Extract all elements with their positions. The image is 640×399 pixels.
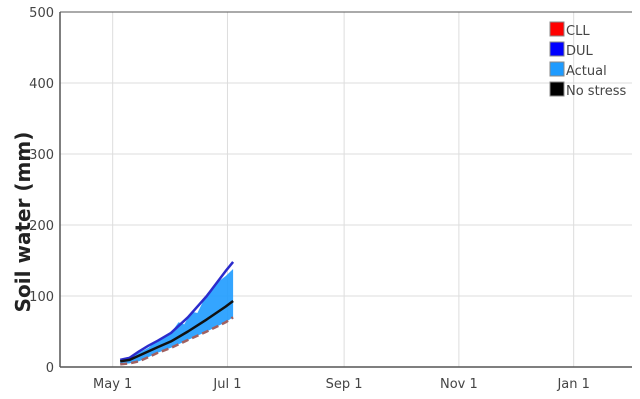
legend[interactable]: CLL DUL Actual No stress xyxy=(549,21,627,99)
legend-label: DUL xyxy=(566,44,594,59)
legend-label: No stress xyxy=(566,84,627,99)
axes xyxy=(59,11,632,368)
legend-item[interactable]: Actual xyxy=(549,61,607,79)
x-tick-label: May 1 xyxy=(93,377,132,392)
x-tick-labels: May 1 Jul 1 Sep 1 Nov 1 Jan 1 xyxy=(93,377,590,392)
series-line-dul xyxy=(119,261,235,362)
x-tick-label: Sep 1 xyxy=(326,377,363,392)
y-axis-label: Soil water (mm) xyxy=(11,132,35,313)
legend-swatch xyxy=(549,21,565,37)
legend-swatch xyxy=(549,61,565,77)
y-tick-label: 100 xyxy=(29,290,54,305)
series-line-no-stress xyxy=(120,299,234,363)
x-tick-label: Jul 1 xyxy=(212,377,241,392)
series-line-cll xyxy=(120,316,234,366)
y-tick-label: 0 xyxy=(46,361,54,376)
series-lines xyxy=(119,261,235,366)
legend-swatch xyxy=(549,41,565,57)
grid xyxy=(60,11,632,368)
y-tick-label: 200 xyxy=(29,219,54,234)
legend-label: CLL xyxy=(566,24,590,39)
x-tick-label: Nov 1 xyxy=(440,377,478,392)
legend-label: Actual xyxy=(566,64,607,79)
y-tick-label: 400 xyxy=(29,77,54,92)
y-tick-label: 300 xyxy=(29,148,54,163)
legend-item[interactable]: DUL xyxy=(549,41,594,59)
y-tick-labels: 0 100 200 300 400 500 xyxy=(29,6,54,376)
x-tick-label: Jan 1 xyxy=(556,377,589,392)
legend-item[interactable]: CLL xyxy=(549,21,590,39)
y-tick-label: 500 xyxy=(29,6,54,21)
legend-swatch xyxy=(549,81,565,97)
legend-item[interactable]: No stress xyxy=(549,81,627,99)
